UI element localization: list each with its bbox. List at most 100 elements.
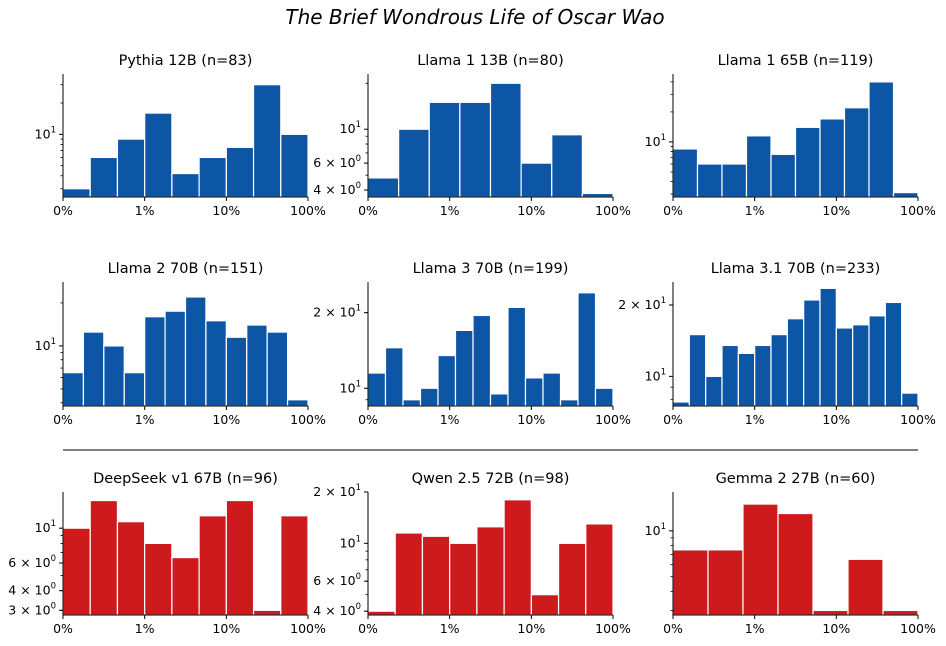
bar [367, 372, 387, 407]
bar [103, 345, 125, 407]
y-tick-label: 101 [35, 337, 56, 353]
bar [852, 324, 870, 407]
bar [428, 101, 461, 198]
bar [770, 334, 788, 407]
panel-4: Llama 2 70B (n=151) 101 0% 1% 10% 100% [35, 261, 326, 427]
bar [754, 344, 772, 407]
panel-title: Llama 3.1 70B (n=233) [711, 261, 881, 277]
x-tick-label: 1% [440, 621, 460, 636]
x-tick-label: 0% [53, 412, 73, 427]
bar [421, 535, 451, 616]
bar [901, 392, 919, 407]
bar [367, 610, 396, 616]
x-tick-label: 10% [517, 203, 545, 218]
x-tick-label: 1% [440, 412, 460, 427]
bar [472, 314, 492, 407]
bar [437, 354, 457, 407]
x-tick-label: 0% [53, 203, 73, 218]
bar [786, 318, 805, 407]
x-tick-label: 10% [822, 412, 850, 427]
bar [721, 163, 748, 198]
x-tick-label: 1% [745, 621, 765, 636]
bar [688, 334, 707, 407]
bar [144, 542, 173, 616]
bar [551, 134, 583, 198]
x-tick-label: 1% [440, 203, 460, 218]
bar [171, 556, 200, 616]
bar [489, 393, 509, 407]
bar [225, 499, 255, 616]
bar [205, 320, 227, 407]
x-tick-label: 0% [358, 203, 378, 218]
y-tick-label: 101 [35, 125, 56, 141]
bar [542, 372, 562, 407]
bar [672, 549, 709, 616]
panel-title: Llama 1 65B (n=119) [718, 53, 874, 69]
bar [559, 399, 579, 407]
x-tick-label: 100% [595, 621, 631, 636]
x-tick-label: 100% [290, 412, 326, 427]
bar [398, 128, 430, 198]
bar [454, 329, 474, 407]
bar [384, 347, 404, 407]
y-tick-label: 6 × 100 [8, 554, 56, 570]
bar [419, 387, 439, 407]
bar [198, 156, 227, 198]
y-tick-label: 101 [645, 133, 666, 149]
bar [770, 153, 797, 198]
y-tick-label: 6 × 100 [313, 154, 361, 170]
bar [89, 156, 119, 198]
x-tick-label: 0% [663, 203, 683, 218]
x-tick-label: 10% [212, 412, 240, 427]
y-tick-label: 6 × 100 [313, 572, 361, 588]
bar [721, 344, 739, 407]
bar [737, 352, 756, 407]
x-tick-label: 0% [663, 412, 683, 427]
bar [116, 521, 146, 616]
y-tick-label: 4 × 100 [8, 582, 56, 598]
y-tick-label: 101 [340, 120, 361, 136]
bar [672, 148, 699, 198]
bar [171, 172, 200, 198]
figure-title: The Brief Wondrous Life of Oscar Wao [285, 5, 664, 29]
bar [459, 101, 492, 198]
panel-title: DeepSeek v1 67B (n=96) [93, 471, 278, 487]
bar [696, 163, 723, 198]
panel-title: Llama 3 70B (n=199) [413, 261, 569, 277]
bar [89, 499, 119, 616]
bar [123, 372, 146, 407]
bar [843, 107, 870, 198]
panel-7: DeepSeek v1 67B (n=96) 101 6 × 100 4 × 100 3… [8, 471, 326, 636]
x-tick-label: 1% [135, 412, 155, 427]
panel-1: Pythia 12B (n=83) 101 0% 1% 10% 100% [35, 53, 326, 218]
x-tick-label: 100% [595, 412, 631, 427]
x-tick-label: 1% [745, 412, 765, 427]
bar [672, 401, 690, 407]
bar [252, 609, 282, 616]
bar [286, 399, 309, 407]
bar [266, 331, 289, 407]
bar [847, 558, 884, 616]
bar [184, 296, 207, 407]
y-tick-label: 101 [340, 534, 361, 550]
bar [520, 162, 553, 198]
bar [882, 609, 919, 616]
bar [812, 609, 849, 616]
bar [524, 377, 544, 407]
bar [868, 315, 886, 407]
y-tick-label: 101 [340, 379, 361, 395]
x-tick-label: 10% [517, 412, 545, 427]
y-tick-label: 101 [645, 367, 666, 383]
bar [884, 301, 903, 407]
bar [577, 292, 597, 407]
x-tick-label: 100% [900, 412, 936, 427]
x-tick-label: 10% [822, 203, 850, 218]
x-tick-label: 100% [290, 203, 326, 218]
x-tick-label: 0% [663, 621, 683, 636]
x-tick-label: 1% [135, 621, 155, 636]
x-tick-label: 10% [822, 621, 850, 636]
bar [892, 191, 919, 198]
panel-title: Pythia 12B (n=83) [119, 53, 253, 69]
